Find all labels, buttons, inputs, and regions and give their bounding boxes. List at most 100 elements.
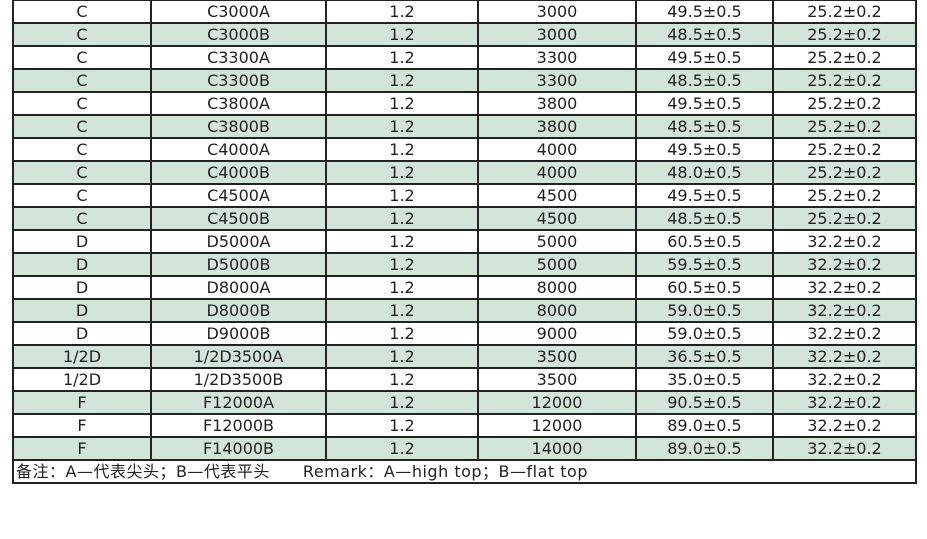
cell-model: C3800A bbox=[150, 91, 327, 116]
table-row: F F12000B 1.2 12000 89.0±0.5 32.2±0.2 bbox=[12, 413, 917, 438]
cell-diameter: 32.2±0.2 bbox=[772, 229, 917, 254]
cell-voltage: 1.2 bbox=[325, 436, 479, 461]
cell-height: 48.5±0.5 bbox=[635, 114, 774, 139]
cell-capacity: 4000 bbox=[477, 160, 637, 185]
cell-type: D bbox=[12, 229, 152, 254]
cell-diameter: 32.2±0.2 bbox=[772, 367, 917, 392]
cell-capacity: 12000 bbox=[477, 413, 637, 438]
cell-height: 59.5±0.5 bbox=[635, 252, 774, 277]
cell-diameter: 32.2±0.2 bbox=[772, 390, 917, 415]
cell-voltage: 1.2 bbox=[325, 252, 479, 277]
cell-voltage: 1.2 bbox=[325, 390, 479, 415]
cell-capacity: 3300 bbox=[477, 45, 637, 70]
cell-height: 49.5±0.5 bbox=[635, 45, 774, 70]
cell-voltage: 1.2 bbox=[325, 45, 479, 70]
cell-height: 35.0±0.5 bbox=[635, 367, 774, 392]
cell-diameter: 25.2±0.2 bbox=[772, 114, 917, 139]
cell-voltage: 1.2 bbox=[325, 367, 479, 392]
cell-capacity: 4500 bbox=[477, 183, 637, 208]
cell-model: D8000A bbox=[150, 275, 327, 300]
cell-model: F12000B bbox=[150, 413, 327, 438]
cell-type: C bbox=[12, 160, 152, 185]
cell-capacity: 3000 bbox=[477, 0, 637, 24]
table-row: 1/2D 1/2D3500B 1.2 3500 35.0±0.5 32.2±0.2 bbox=[12, 367, 917, 392]
table-row: F F14000B 1.2 14000 89.0±0.5 32.2±0.2 bbox=[12, 436, 917, 461]
cell-capacity: 5000 bbox=[477, 252, 637, 277]
cell-diameter: 32.2±0.2 bbox=[772, 252, 917, 277]
cell-height: 49.5±0.5 bbox=[635, 91, 774, 116]
cell-capacity: 3300 bbox=[477, 68, 637, 93]
cell-diameter: 32.2±0.2 bbox=[772, 321, 917, 346]
cell-capacity: 4500 bbox=[477, 206, 637, 231]
cell-capacity: 9000 bbox=[477, 321, 637, 346]
cell-voltage: 1.2 bbox=[325, 91, 479, 116]
cell-model: C3800B bbox=[150, 114, 327, 139]
table-row: D D5000B 1.2 5000 59.5±0.5 32.2±0.2 bbox=[12, 252, 917, 277]
cell-model: C3300B bbox=[150, 68, 327, 93]
table-row: C C3300B 1.2 3300 48.5±0.5 25.2±0.2 bbox=[12, 68, 917, 93]
cell-model: C3000B bbox=[150, 22, 327, 47]
cell-type: D bbox=[12, 298, 152, 323]
cell-capacity: 14000 bbox=[477, 436, 637, 461]
cell-diameter: 25.2±0.2 bbox=[772, 183, 917, 208]
table-row: C C3000B 1.2 3000 48.5±0.5 25.2±0.2 bbox=[12, 22, 917, 47]
table-row: F F12000A 1.2 12000 90.5±0.5 32.2±0.2 bbox=[12, 390, 917, 415]
cell-voltage: 1.2 bbox=[325, 344, 479, 369]
cell-diameter: 25.2±0.2 bbox=[772, 137, 917, 162]
cell-diameter: 25.2±0.2 bbox=[772, 22, 917, 47]
remark-text: 备注：A—代表尖头；B—代表平头 Remark：A—high top；B—fla… bbox=[12, 459, 917, 484]
cell-capacity: 3500 bbox=[477, 367, 637, 392]
cell-capacity: 3800 bbox=[477, 114, 637, 139]
cell-model: D8000B bbox=[150, 298, 327, 323]
cell-height: 60.5±0.5 bbox=[635, 275, 774, 300]
cell-voltage: 1.2 bbox=[325, 137, 479, 162]
cell-voltage: 1.2 bbox=[325, 160, 479, 185]
cell-model: C3000A bbox=[150, 0, 327, 24]
cell-capacity: 3800 bbox=[477, 91, 637, 116]
cell-type: C bbox=[12, 137, 152, 162]
table-row: C C3300A 1.2 3300 49.5±0.5 25.2±0.2 bbox=[12, 45, 917, 70]
cell-voltage: 1.2 bbox=[325, 298, 479, 323]
cell-type: C bbox=[12, 114, 152, 139]
cell-model: 1/2D3500A bbox=[150, 344, 327, 369]
cell-height: 48.5±0.5 bbox=[635, 206, 774, 231]
cell-height: 48.5±0.5 bbox=[635, 22, 774, 47]
cell-height: 89.0±0.5 bbox=[635, 436, 774, 461]
cell-type: F bbox=[12, 436, 152, 461]
table-row: D D9000B 1.2 9000 59.0±0.5 32.2±0.2 bbox=[12, 321, 917, 346]
cell-capacity: 4000 bbox=[477, 137, 637, 162]
cell-model: F14000B bbox=[150, 436, 327, 461]
cell-type: D bbox=[12, 275, 152, 300]
table-row: D D8000A 1.2 8000 60.5±0.5 32.2±0.2 bbox=[12, 275, 917, 300]
cell-voltage: 1.2 bbox=[325, 275, 479, 300]
cell-model: 1/2D3500B bbox=[150, 367, 327, 392]
table-row: D D5000A 1.2 5000 60.5±0.5 32.2±0.2 bbox=[12, 229, 917, 254]
table-row: C C4000A 1.2 4000 49.5±0.5 25.2±0.2 bbox=[12, 137, 917, 162]
cell-model: C4000A bbox=[150, 137, 327, 162]
cell-height: 59.0±0.5 bbox=[635, 321, 774, 346]
cell-diameter: 25.2±0.2 bbox=[772, 160, 917, 185]
cell-type: C bbox=[12, 68, 152, 93]
cell-height: 49.5±0.5 bbox=[635, 137, 774, 162]
cell-voltage: 1.2 bbox=[325, 413, 479, 438]
cell-diameter: 25.2±0.2 bbox=[772, 68, 917, 93]
cell-type: C bbox=[12, 91, 152, 116]
cell-height: 48.0±0.5 bbox=[635, 160, 774, 185]
cell-voltage: 1.2 bbox=[325, 68, 479, 93]
cell-height: 90.5±0.5 bbox=[635, 390, 774, 415]
cell-capacity: 5000 bbox=[477, 229, 637, 254]
table-row: C C3000A 1.2 3000 49.5±0.5 25.2±0.2 bbox=[12, 0, 917, 24]
cell-type: 1/2D bbox=[12, 367, 152, 392]
cell-diameter: 25.2±0.2 bbox=[772, 91, 917, 116]
table-row: C C4000B 1.2 4000 48.0±0.5 25.2±0.2 bbox=[12, 160, 917, 185]
table-row: C C3800B 1.2 3800 48.5±0.5 25.2±0.2 bbox=[12, 114, 917, 139]
cell-type: 1/2D bbox=[12, 344, 152, 369]
table-row: C C3800A 1.2 3800 49.5±0.5 25.2±0.2 bbox=[12, 91, 917, 116]
cell-capacity: 12000 bbox=[477, 390, 637, 415]
cell-diameter: 25.2±0.2 bbox=[772, 45, 917, 70]
cell-type: C bbox=[12, 206, 152, 231]
cell-height: 49.5±0.5 bbox=[635, 0, 774, 24]
cell-model: D5000A bbox=[150, 229, 327, 254]
cell-diameter: 25.2±0.2 bbox=[772, 0, 917, 24]
cell-height: 49.5±0.5 bbox=[635, 183, 774, 208]
